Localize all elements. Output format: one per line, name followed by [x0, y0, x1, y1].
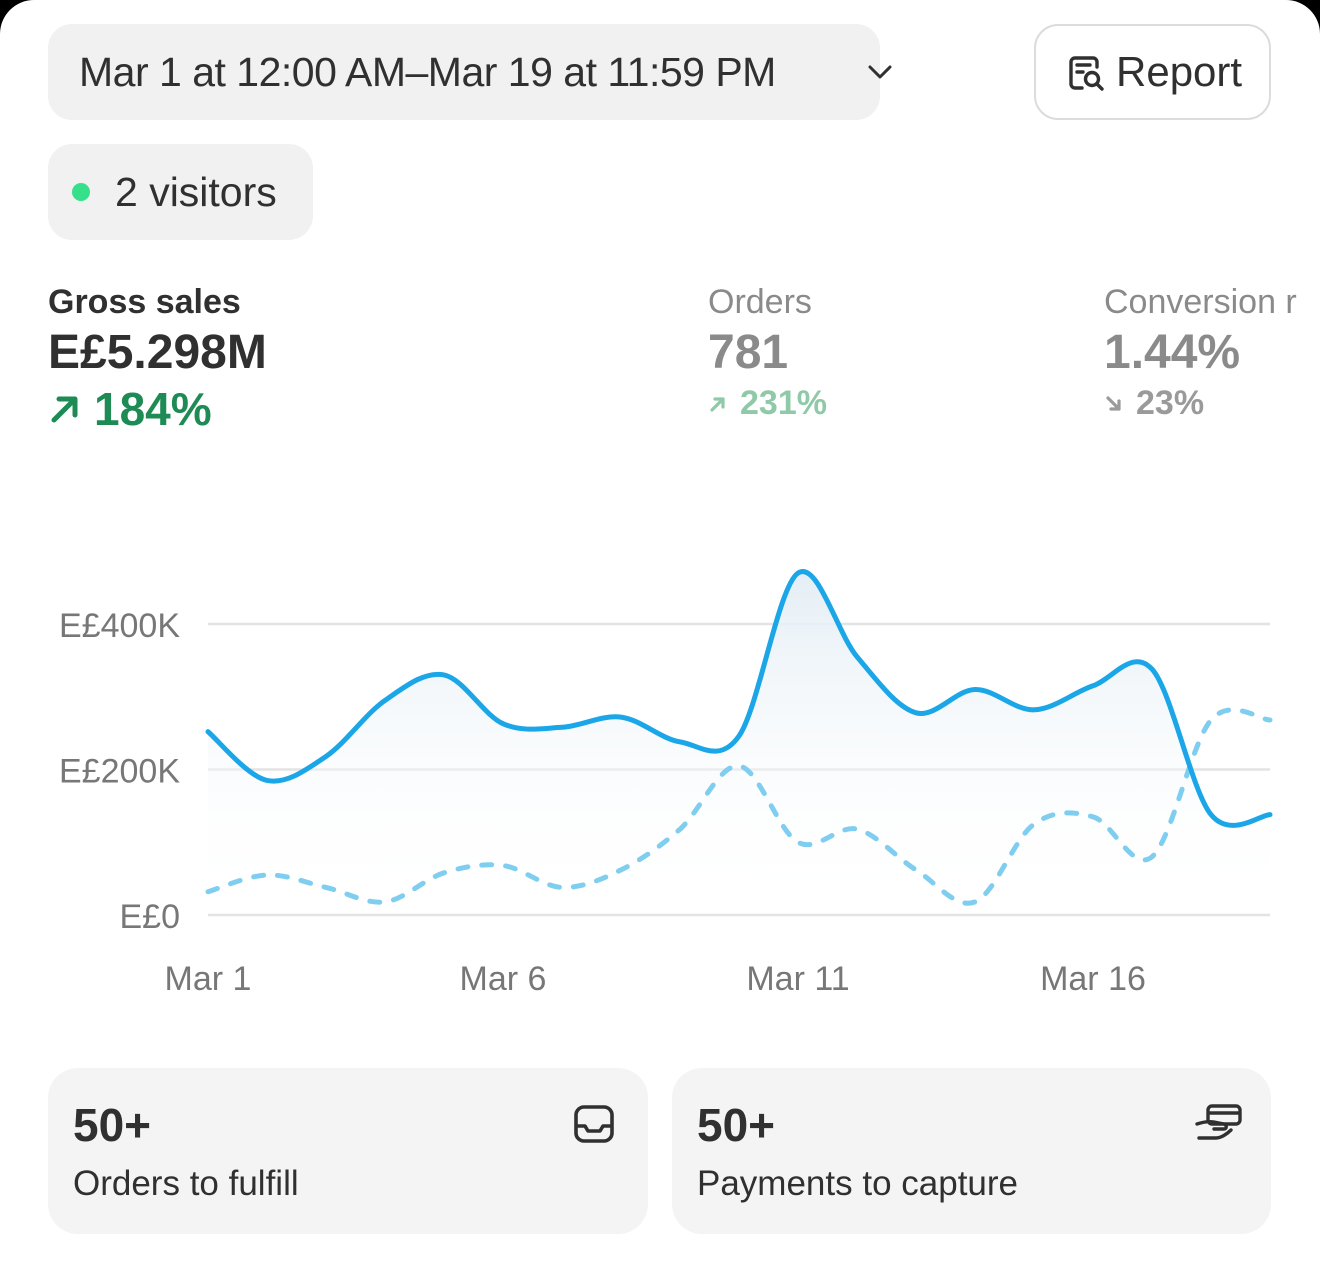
card-label: Orders to fulfill	[73, 1164, 299, 1203]
metric-value: 781	[708, 326, 789, 379]
primary-series-line	[205, 569, 1273, 828]
metric-value: 1.44%	[1104, 326, 1241, 379]
report-search-icon	[1069, 56, 1104, 91]
x-tick-label: Mar 11	[746, 960, 849, 998]
live-visitors-button[interactable]: 2 visitors	[48, 144, 313, 240]
date-range-button[interactable]: Mar 1 at 12:00 AM–Mar 19 at 11:59 PM	[48, 24, 892, 120]
y-tick-label: E£400K	[59, 607, 180, 645]
metric-label: Orders	[708, 283, 812, 321]
x-tick-label: Mar 6	[460, 960, 547, 998]
metric-delta: 184%	[48, 382, 267, 436]
metric-orders[interactable]: Orders 781 231%	[708, 280, 827, 423]
metric-gross-sales[interactable]: Gross sales E£5.298M 184%	[48, 280, 267, 436]
metric-delta: 23%	[1104, 384, 1297, 423]
arrow-down-right-icon	[1106, 395, 1121, 411]
metric-label: Conversion r	[1104, 283, 1297, 321]
metric-value: E£5.298M	[48, 326, 267, 379]
metric-delta: 231%	[708, 384, 827, 423]
metric-delta-value: 231%	[740, 384, 827, 422]
card-count: 50+	[73, 1099, 152, 1151]
card-label: Payments to capture	[697, 1164, 1018, 1203]
payment-hand-icon	[1195, 1104, 1242, 1140]
orders-to-fulfill-card[interactable]: 50+ Orders to fulfill	[48, 1068, 648, 1234]
comparison-series-line	[205, 707, 1273, 906]
x-tick-label: Mar 16	[1040, 960, 1146, 998]
chevron-down-icon	[868, 65, 892, 79]
metric-delta-value: 23%	[1136, 384, 1205, 422]
report-button[interactable]: Report	[1034, 24, 1271, 120]
sales-chart[interactable]: E£0 E£200K E£400K Mar 1 Mar 6 Mar 11 Mar 16	[0, 540, 1320, 1020]
live-status-dot	[72, 183, 90, 201]
card-count: 50+	[697, 1099, 776, 1151]
metric-label: Gross sales	[48, 283, 241, 321]
x-tick-label: Mar 1	[165, 960, 252, 998]
y-tick-label: E£0	[120, 898, 181, 936]
payments-to-capture-card[interactable]: 50+ Payments to capture	[672, 1068, 1271, 1234]
arrow-up-right-icon	[51, 396, 78, 423]
arrow-up-right-icon	[710, 396, 725, 412]
y-tick-label: E£200K	[59, 753, 180, 791]
metric-delta-value: 184%	[94, 383, 212, 435]
date-range-label: Mar 1 at 12:00 AM–Mar 19 at 11:59 PM	[79, 48, 776, 95]
series-area	[208, 571, 1270, 915]
metric-conversion[interactable]: Conversion r 1.44% 23%	[1104, 280, 1297, 423]
visitors-label: 2 visitors	[115, 169, 277, 215]
inbox-icon	[574, 1105, 614, 1143]
report-button-label: Report	[1116, 48, 1243, 95]
